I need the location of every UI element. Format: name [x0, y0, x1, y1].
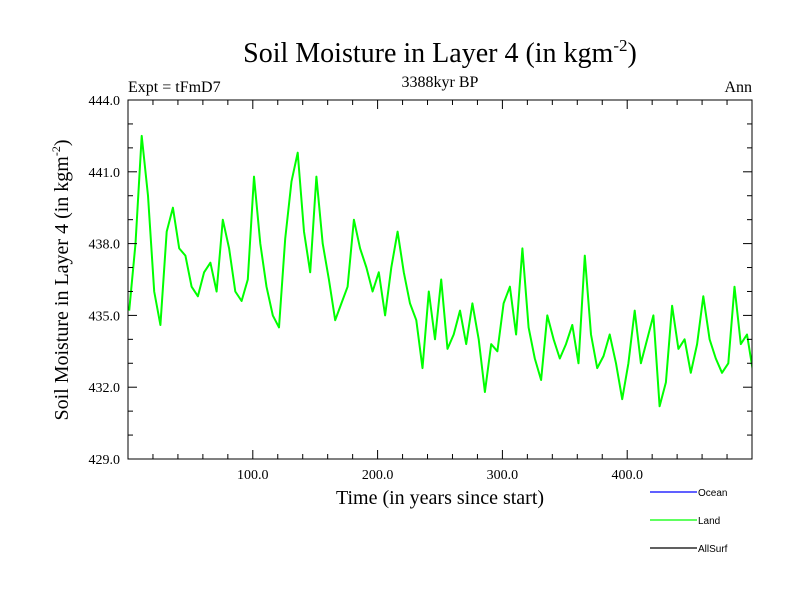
x-tick-label: 400.0 — [611, 468, 643, 483]
x-tick-label: 200.0 — [362, 468, 394, 483]
series-line-land — [128, 134, 752, 408]
subtitle-right: Ann — [724, 79, 752, 96]
legend-label-land: Land — [698, 516, 720, 527]
legend-label-allsurf: AllSurf — [698, 544, 728, 555]
subtitle-center: 3388kyr BP — [402, 74, 479, 91]
x-tick-label: 300.0 — [487, 468, 519, 483]
legend-label-ocean: Ocean — [698, 488, 727, 499]
plot-frame — [127, 99, 753, 460]
y-axis-label-superscript: -2 — [49, 146, 63, 156]
y-tick-label: 438.0 — [89, 238, 121, 253]
y-tick-label: 435.0 — [89, 309, 121, 324]
chart-title-superscript: -2 — [613, 36, 627, 55]
y-tick-label: 429.0 — [89, 453, 121, 468]
y-tick-label: 441.0 — [89, 166, 121, 181]
axis-ticks: 429.0 432.0 435.0 438.0 441.0 444.0 100.0 200.0… — [89, 94, 752, 483]
legend: Ocean Land AllSurf — [650, 488, 728, 555]
y-tick-label: 444.0 — [89, 94, 121, 109]
chart-title: Soil Moisture in Layer 4 (in kgm-2) — [243, 36, 637, 69]
subtitle-left: Expt = tFmD7 — [128, 79, 221, 96]
x-axis-label: Time (in years since start) — [336, 487, 544, 509]
y-axis-label: Soil Moisture in Layer 4 (in kgm-2) — [49, 139, 73, 420]
x-tick-label: 100.0 — [237, 468, 269, 483]
y-tick-label: 432.0 — [89, 381, 121, 396]
